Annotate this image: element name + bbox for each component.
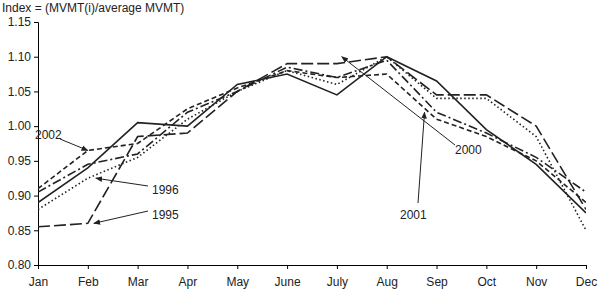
x-tick-label: Nov [526,275,547,289]
annotation-arrow [342,57,455,145]
x-axis: Jan Feb Mar Apr May June July Aug Sep Oct Nov Dec [29,265,597,289]
y-tick-mark [34,161,38,162]
series-line [38,57,586,227]
x-tick: Feb [78,265,99,289]
annotation-arrow [418,112,425,203]
x-tick-label: Jan [29,275,48,289]
y-tick: 0.80 [8,258,38,272]
x-tick-label: July [327,275,348,289]
x-tick: Oct [478,265,497,289]
series-line [38,71,586,203]
x-tick-mark [237,265,238,269]
y-tick: 1.00 [8,119,38,133]
x-tick-mark [138,265,139,269]
x-tick-label: Aug [377,275,398,289]
series-line [38,60,586,192]
x-tick: Nov [526,265,547,289]
x-axis-line [39,266,587,270]
y-tick-mark [34,196,38,197]
x-tick: July [327,265,348,289]
series-label: 1996 [152,183,179,197]
x-tick-label: Dec [576,275,597,289]
y-tick: 1.05 [8,85,38,99]
annotation-arrow [60,139,88,150]
y-tick: 1.15 [8,15,38,29]
y-tick: 0.90 [8,189,38,203]
y-tick-label: 0.90 [8,189,32,203]
y-tick-label: 0.95 [8,154,32,168]
series-line [38,57,586,213]
x-tick-mark [187,265,188,269]
series-label: 1995 [152,208,179,222]
series-line [38,57,586,231]
x-tick-label: May [226,275,249,289]
series-label: 2001 [400,208,427,222]
x-tick-mark [287,265,288,269]
x-tick-label: Oct [478,275,497,289]
series-label: 2000 [455,143,482,157]
x-tick-label: June [275,275,301,289]
series-label: 2002 [35,128,62,142]
y-tick-label: 0.85 [8,224,32,238]
annotation-arrow [94,211,148,223]
y-tick-mark [34,57,38,58]
y-tick-mark [34,22,38,23]
y-tick-label: 0.80 [8,258,32,272]
y-tick: 0.85 [8,224,38,238]
x-tick-mark [38,265,39,269]
x-tick-mark [437,265,438,269]
y-tick-label: 1.10 [8,50,32,64]
y-tick-mark [34,91,38,92]
x-tick-mark [88,265,89,269]
y-axis: 0.80 0.85 0.90 0.95 1.00 1.05 1.10 1.15 [8,15,39,272]
x-tick-mark [586,265,587,269]
y-tick-mark [34,265,38,266]
x-tick-label: Sep [426,275,448,289]
x-tick-mark [387,265,388,269]
x-tick-label: Apr [179,275,198,289]
y-tick: 1.10 [8,50,38,64]
x-tick: Apr [179,265,198,289]
y-tick-label: 1.05 [8,85,32,99]
x-tick: May [226,265,249,289]
y-axis-title: Index = (MVMT(i)/average MVMT) [2,1,184,15]
annotations: 1995 1996 2000 2001 2002 [35,57,482,224]
x-tick: Sep [426,265,448,289]
y-tick-label: 1.00 [8,119,32,133]
x-tick-mark [486,265,487,269]
x-tick: Dec [576,265,597,289]
y-tick-mark [34,230,38,231]
x-tick-mark [337,265,338,269]
lines [38,57,586,231]
plot: 0.80 0.85 0.90 0.95 1.00 1.05 1.10 1.15 Jan Feb Ma… [8,15,598,289]
y-tick-label: 1.15 [8,15,32,29]
y-tick-mark [34,126,38,127]
x-tick-mark [536,265,537,269]
annotation-arrow [96,178,148,186]
x-tick: Mar [128,265,149,289]
x-tick: June [275,265,301,289]
x-tick-label: Feb [78,275,99,289]
y-axis-line [34,23,39,266]
x-tick-label: Mar [128,275,149,289]
y-tick: 0.95 [8,154,38,168]
x-tick: Aug [377,265,398,289]
x-tick: Jan [29,265,48,289]
chart: 0.80 0.85 0.90 0.95 1.00 1.05 1.10 1.15 Jan Feb Ma… [0,0,600,295]
